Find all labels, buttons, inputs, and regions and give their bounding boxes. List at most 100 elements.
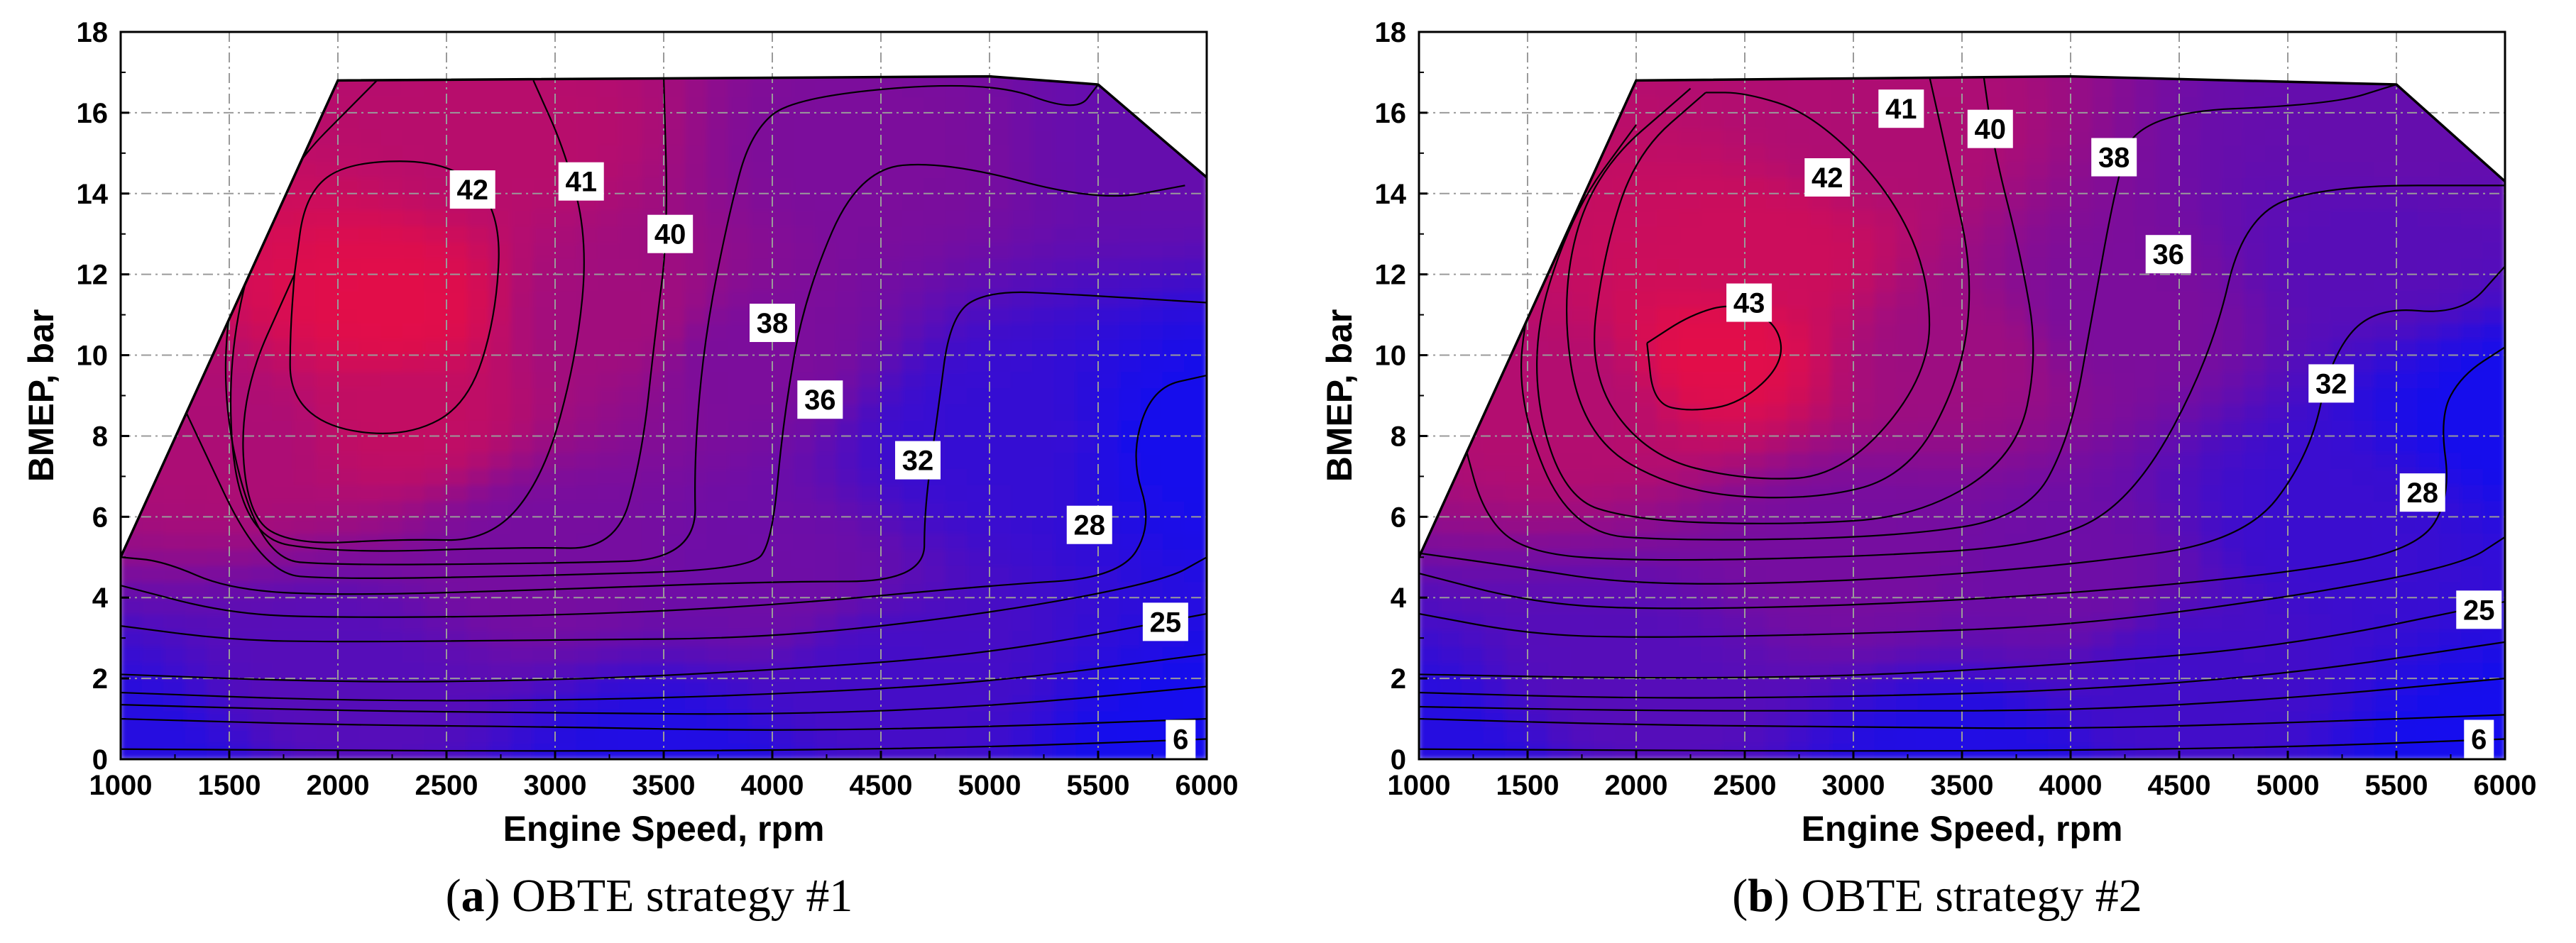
contour-line-42 [1594,92,1931,480]
y-tick-label: 16 [1375,98,1407,129]
contour-label: 36 [2152,239,2184,270]
contour-line-32 [1419,265,2505,585]
y-tick-label: 16 [77,98,109,129]
contour-label: 43 [1733,288,1765,319]
x-tick-label: 1500 [198,770,261,801]
y-tick-label: 10 [1375,341,1407,372]
contour-label: 38 [757,308,789,339]
caption-b-letter: b [1748,870,1774,922]
caption-a: (a) OBTE strategy #1 [445,870,853,922]
contour-label-box [2145,235,2191,274]
y-tick-label: 2 [92,663,108,695]
y-tick-label: 18 [77,17,109,48]
x-tick-label: 2000 [307,770,370,801]
contour-label-box [2464,719,2494,759]
y-tick-label: 4 [92,583,109,614]
y-tick-label: 18 [1375,17,1407,48]
x-tick-label: 2500 [1714,770,1777,801]
x-tick-label: 4000 [741,770,804,801]
contour-line-38 [224,84,1099,566]
contour-label-box [1967,109,2013,148]
contour-label: 40 [1975,114,2007,145]
contour-line-25 [121,556,1207,643]
contour-line-43 [1646,305,1782,411]
y-tick-label: 10 [77,341,109,372]
contour-label-box [1726,283,1772,322]
contour-label-box [750,304,795,342]
contour-line-10 [1419,714,2505,729]
contour-label-box [1066,505,1112,544]
x-tick-label: 2000 [1605,770,1668,801]
axes: 1000 1500 2000 2500 3000 3500 4000 4500 5000 5500… [1375,17,2537,801]
y-tick-label: 8 [92,421,108,452]
contour-line-10 [121,717,1207,731]
contour-line-41 [242,79,585,544]
contour-line-40 [229,76,667,552]
contour-label-box [1878,89,1924,128]
contour-line-18 [121,653,1207,702]
y-axis-title: BMEP, bar [1320,309,1359,482]
contour-line-18 [1419,641,2505,699]
contour-label-box [1804,158,1851,197]
y-tick-label: 14 [1375,179,1407,210]
x-tick-label: 3000 [1822,770,1885,801]
contour-line-21 [121,612,1207,683]
contour-label: 41 [565,167,597,198]
x-tick-label: 4500 [2148,770,2211,801]
contour-label-box [647,214,694,253]
contour-label-box [558,162,604,201]
contour-label-box [2091,138,2137,177]
contour-label-box [2399,473,2445,512]
caption-a-letter: a [461,870,485,922]
contour-lines [1419,76,2505,752]
x-axis-title: Engine Speed, rpm [503,809,825,849]
contour-line-28 [1419,346,2505,610]
axes: 1000 1500 2000 2500 3000 3500 4000 4500 5000 5500… [77,17,1239,801]
y-tick-label: 6 [1391,502,1406,533]
caption-b: (b) OBTE strategy #2 [1732,870,2142,922]
contour-label-box [2456,590,2502,629]
x-tick-label: 1000 [89,770,153,801]
contour-line-28 [121,374,1207,618]
x-tick-label: 2500 [415,770,478,801]
contour-label: 32 [902,446,934,477]
y-tick-label: 14 [77,179,109,210]
contour-line-36 [185,163,1185,579]
x-tick-label: 6000 [1175,770,1239,801]
caption-a-text: OBTE strategy #1 [500,870,853,922]
x-tick-label: 5500 [2365,770,2428,801]
contour-label: 6 [2471,724,2487,756]
contour-line-25 [1419,536,2505,638]
x-tick-label: 3500 [1931,770,1994,801]
y-tick-label: 4 [1391,583,1407,614]
y-tick-label: 8 [1391,421,1406,452]
x-tick-label: 3500 [632,770,696,801]
contour-labels: 43 42 41 40 38 36 32 28 25 6 [1726,89,2502,759]
contour-lines [121,76,1207,752]
contour-label-box [1142,602,1188,641]
contour-label: 41 [1885,94,1917,125]
x-axis-title: Engine Speed, rpm [1802,809,2123,849]
contour-label: 38 [2098,143,2130,174]
x-tick-label: 5500 [1067,770,1130,801]
x-tick-label: 4000 [2039,770,2103,801]
contour-line-15 [1419,678,2505,712]
contour-plot-b: 1000 1500 2000 2500 3000 3500 4000 4500 5000 5500… [1320,17,2537,849]
contour-label-box [2308,364,2355,403]
contour-label-box [797,380,843,419]
x-tick-label: 1000 [1388,770,1451,801]
contour-label: 32 [2315,368,2347,399]
y-tick-label: 0 [92,744,108,776]
y-axis-title: BMEP, bar [21,309,61,482]
x-tick-label: 5000 [2257,770,2320,801]
x-tick-label: 4500 [850,770,913,801]
contour-label-box [1166,719,1196,759]
contour-line-32 [121,291,1207,595]
contour-label: 42 [456,175,488,206]
contour-line-36 [1462,184,2505,561]
data-boundary [1418,75,2506,558]
contour-label-box [895,441,941,480]
contour-line-21 [1419,600,2505,679]
contour-label: 28 [2406,478,2438,509]
